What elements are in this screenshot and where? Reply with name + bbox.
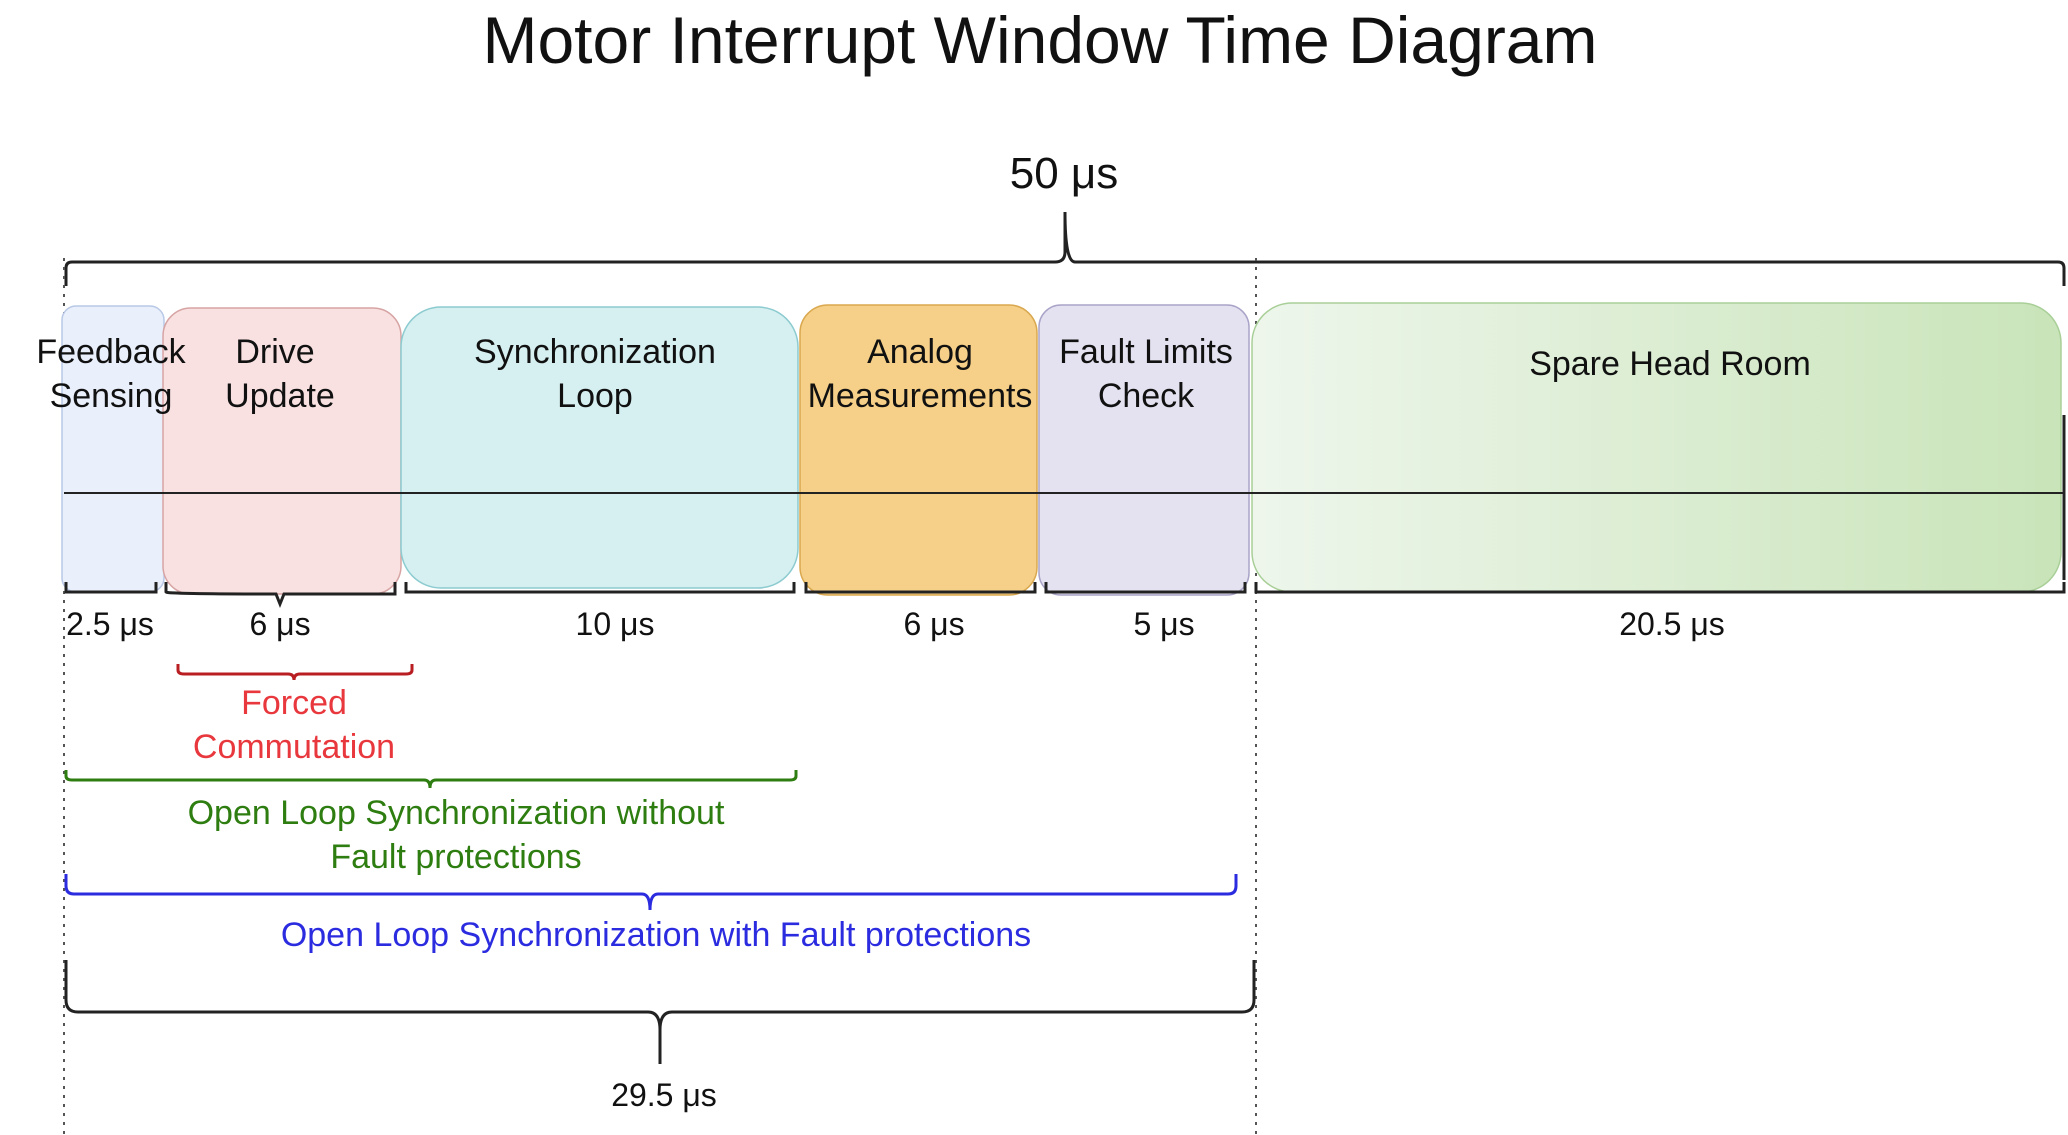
total-duration-label: 50 μs bbox=[1010, 149, 1119, 198]
open-loop-with-brace bbox=[64, 874, 1238, 911]
total-brace bbox=[64, 211, 2066, 286]
block-synchronization-loop bbox=[400, 306, 799, 589]
block-label-spare: Spare Head Room bbox=[1529, 345, 1811, 383]
block-label-fault-line2: Check bbox=[1098, 377, 1195, 415]
duration-feedback: 2.5 μs bbox=[66, 606, 154, 642]
duration-sync: 10 μs bbox=[576, 606, 655, 642]
block-analog-measurements bbox=[799, 304, 1038, 596]
block-label-sync-line1: Synchronization bbox=[474, 333, 716, 371]
duration-drive: 6 μs bbox=[249, 606, 310, 642]
task-blocks bbox=[61, 302, 2062, 596]
duration-analog: 6 μs bbox=[903, 606, 964, 642]
block-label-feedback-line2: Sensing bbox=[50, 377, 173, 415]
forced-commutation-label-line2: Commutation bbox=[193, 728, 395, 766]
brace-fault bbox=[1044, 582, 1247, 594]
block-label-analog-line2: Measurements bbox=[808, 377, 1033, 415]
duration-spare: 20.5 μs bbox=[1619, 606, 1725, 642]
active-window-brace bbox=[64, 960, 1256, 1064]
forced-commutation-label-line1: Forced bbox=[241, 684, 347, 722]
block-label-sync-line2: Loop bbox=[557, 377, 633, 415]
brace-feedback bbox=[64, 582, 158, 594]
duration-fault: 5 μs bbox=[1133, 606, 1194, 642]
open-loop-without-label-line2: Fault protections bbox=[330, 838, 581, 876]
block-label-feedback-line1: Feedback bbox=[36, 333, 186, 371]
block-label-analog-line1: Analog bbox=[867, 333, 973, 371]
segment-braces bbox=[64, 582, 2066, 609]
segment-durations: 2.5 μs 6 μs 10 μs 6 μs 5 μs 20.5 μs bbox=[66, 606, 1725, 642]
block-label-drive-line1: Drive bbox=[235, 333, 314, 371]
open-loop-with-label: Open Loop Synchronization with Fault pro… bbox=[281, 916, 1031, 954]
block-labels: Feedback Sensing Drive Update Synchroniz… bbox=[36, 333, 1810, 415]
open-loop-without-brace bbox=[64, 770, 798, 789]
brace-analog bbox=[804, 582, 1037, 594]
brace-sync bbox=[404, 582, 796, 594]
diagram-title: Motor Interrupt Window Time Diagram bbox=[482, 3, 1597, 77]
active-window-duration: 29.5 μs bbox=[611, 1077, 717, 1113]
block-label-drive-line2: Update bbox=[225, 377, 335, 415]
brace-drive bbox=[164, 582, 397, 609]
brace-spare bbox=[1254, 582, 2066, 594]
open-loop-without-label-line1: Open Loop Synchronization without bbox=[188, 794, 725, 832]
forced-commutation-brace bbox=[176, 664, 414, 681]
block-label-fault-line1: Fault Limits bbox=[1059, 333, 1233, 371]
block-fault-limits-check bbox=[1038, 304, 1250, 596]
